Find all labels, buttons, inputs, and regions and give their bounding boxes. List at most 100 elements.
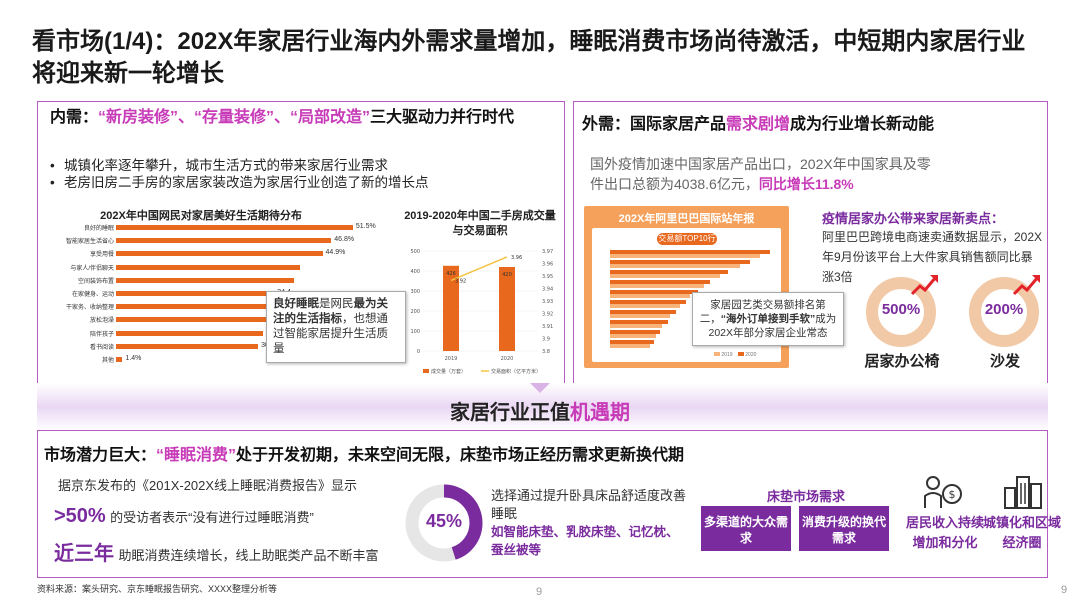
bar-value: 44.9% [325,249,346,257]
bar [116,330,264,336]
bar-label: 干家务、收纳整理 [65,305,114,312]
sofa-value: 200% [984,301,1024,318]
report-bar [610,310,676,314]
bar [116,225,353,230]
chart2-title: 2019-2020年中国二手房成交量与交易面积 [404,210,556,237]
sleep-callout: 良好睡眠是网民最为关注的生活指标，也想通过智能家居提升生活质量 [266,291,406,363]
office-chair-value: 500% [881,301,921,318]
left-tick: 500 [410,249,420,255]
report-bar [610,314,670,318]
right-tick: 3.92 [542,312,553,318]
source-note: 资料来源：案头研究、京东睡眠报告研究、XXXX整理分析等 [37,584,278,594]
city-buildings-icon [1004,476,1042,509]
bar-value: 46.8% [334,236,355,244]
report-legend: 2019 2020 [714,352,756,358]
domestic-bullets: 城镇化率逐年攀升，城市生活方式的带来家居行业需求 老房旧房二手房的家居家装改造为… [48,157,553,191]
page-number: 9 [1061,584,1068,596]
bar [116,238,332,244]
income-driver: 居民收入持续增加和分化 [905,515,984,550]
sleep-heading: 市场潜力巨大：“睡眠消费”处于开发初期，未来空间无限，床垫市场正经历需求更新换代… [44,447,685,464]
office-chair-label: 居家办公椅 [864,353,940,370]
bullet-item: 老房旧房二手房的家居家装改造为家居行业创造了新的增长点 [48,174,553,191]
jd-source-text: 据京东发布的《201X-202X线上睡眠消费报告》显示 [58,478,358,493]
report-bar [610,270,728,274]
urbanization-driver: 城镇化和区域经济圈 [982,515,1061,550]
report-bar [610,254,760,258]
home-office-heading: 疫情居家办公带来家居新卖点： [822,211,1005,226]
legend-label: 成交量（万套） [431,368,466,375]
report-bar [610,290,698,294]
report-subtitle: 交易额TOP10行业 [657,233,717,255]
right-tick: 3.91 [542,324,553,330]
stat-no-sleep-spend: >50% 的受访者表示“没有进行过睡眠消费” [54,505,314,527]
growth-arrow-icon [1012,275,1040,296]
domestic-heading: 内需：“新房装修”、“存量装修”、“局部改造”三大驱动力并行时代 [50,109,515,126]
growth-arrow-icon [910,275,938,296]
export-text: 国外疫情加速中国家居产品出口，202X年中国家具及零件出口总额为4038.6亿元… [590,156,931,192]
sofa-label: 沙发 [989,353,1020,370]
report-bar [610,320,668,324]
mattress-demand-title: 床垫市场需求 [766,489,845,504]
bar-label: 在家健身、运动 [71,292,114,298]
page-title: 看市场(1/4)：202X年家居行业海内外需求量增加，睡眠消费市场尚待激活，中短… [32,28,1026,87]
foreign-demand-panel: 外需：国际家居产品需求剧增成为行业增长新动能 国外疫情加速中国家居产品出口，20… [573,101,1048,384]
legend-label: 交易面积（亿平方米） [491,368,541,375]
report-bar [610,344,650,348]
sleep-market-panel: 市场潜力巨大：“睡眠消费”处于开发初期，未来空间无限，床垫市场正经历需求更新换代… [37,430,1061,578]
mass-demand-tag: 多渠道的大众需求 [701,506,791,551]
report-bar [610,324,662,328]
report-bar [610,300,686,304]
donut-examples: 如智能床垫、乳胶床垫、记忆枕、蚕丝被等 [491,525,679,557]
bar [116,251,323,257]
right-tick: 3.93 [542,299,553,305]
report-bar [610,274,720,278]
right-tick: 3.94 [542,287,553,293]
volume-bar [499,267,515,351]
report-bars [592,250,781,350]
opportunity-title: 家居行业正值机遇期 [450,402,630,424]
bar-label: 陪伴孩子 [89,331,114,338]
chart1-title: 202X年中国网民对家居美好生活期待分布 [100,210,302,222]
bar-value: 1.4% [125,355,142,362]
bar [116,357,123,362]
bar-value: 51.5% [355,223,376,230]
opportunity-band [37,383,1048,431]
bar-label: 享受用餐 [89,252,114,259]
bar-label: 智能家居生活省心 [65,239,114,246]
report-bar [610,284,704,288]
bar [116,264,301,270]
second-hand-housing-chart: 50040030020010003.973.963.953.943.933.92… [410,249,553,375]
report-bar [610,260,750,264]
donut-text: 选择通过提升卧具床品舒适度改善睡眠 [491,488,687,521]
export-callout: 家居园艺类交易额排名第二，“海外订单接到手软”成为202X年部分家居企业常态 [692,292,844,346]
bar [116,277,294,283]
left-tick: 0 [417,349,420,355]
bar-label: 看书阅读 [89,344,114,351]
bar [116,317,270,323]
left-tick: 200 [410,309,420,315]
upgrade-demand-tag: 消费升级的换代需求 [799,506,889,551]
bar [116,291,275,296]
right-tick: 3.95 [542,274,553,280]
report-bar [610,334,656,338]
bar-label: 良好的睡眠 [83,226,114,232]
report-bar [610,330,660,334]
year-label: 2019 [445,356,458,362]
page-number-center: 9 [536,586,543,598]
svg-text:$: $ [949,488,956,501]
income-icon: $ [924,476,962,508]
sleep-improvement-donut [405,484,483,562]
volume-bar [443,265,459,351]
right-tick: 3.9 [542,337,550,343]
domestic-demand-panel: 内需：“新房装修”、“存量装修”、“局部改造”三大驱动力并行时代 城镇化率逐年攀… [37,101,565,384]
left-tick: 400 [410,269,420,275]
bar-label: 放松泡澡 [89,318,114,325]
bar-label: 其他 [101,358,114,364]
left-tick: 100 [410,329,420,335]
report-bar [610,304,680,308]
area-label: 3.92 [455,278,466,284]
foreign-heading: 外需：国际家居产品需求剧增成为行业增长新动能 [582,116,935,133]
volume-label: 420 [502,272,512,278]
bar-label: 空间装饰布置 [77,278,114,285]
report-bar [610,250,770,254]
